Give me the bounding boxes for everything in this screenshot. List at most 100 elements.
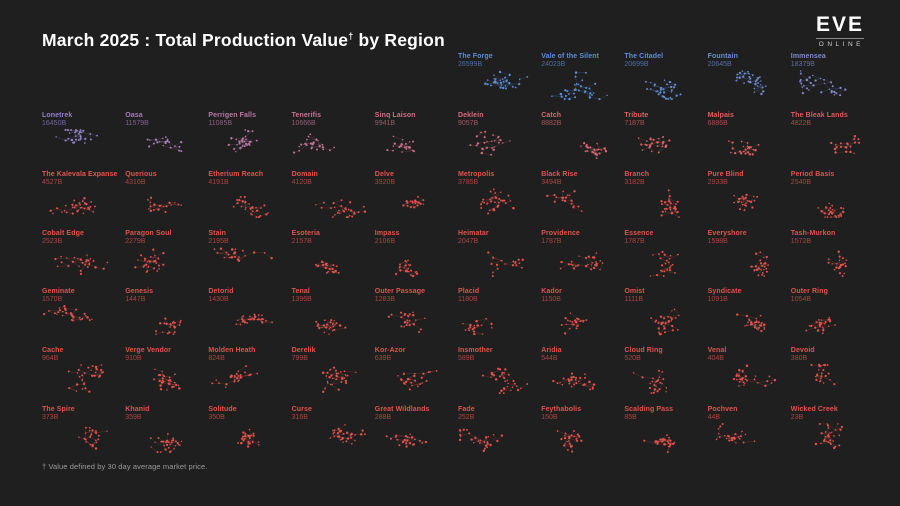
- region-cell: Curse 316B: [284, 403, 367, 462]
- region-value: 16450B: [42, 119, 67, 127]
- region-starmap: [314, 319, 346, 336]
- region-name: Stain: [208, 229, 227, 237]
- region-starmap: [817, 202, 845, 218]
- region-starmap: [387, 312, 426, 334]
- region-value: 1787B: [541, 237, 562, 245]
- region-cell: Kor-Azor 639B: [367, 344, 450, 403]
- region-name: Domain: [291, 170, 318, 178]
- region-cell: The Citadel 20699B: [616, 50, 699, 109]
- title-dagger: †: [348, 31, 354, 42]
- region-value: 2933B: [707, 178, 728, 186]
- footnote: † Value defined by 30 day average market…: [42, 462, 208, 471]
- region-value: 9941B: [374, 119, 396, 127]
- region-starmap: [805, 317, 836, 335]
- region-starmap: [732, 364, 776, 388]
- region-name: Delve: [374, 170, 394, 178]
- region-name: Oasa: [125, 111, 143, 119]
- region-name: Malpais: [707, 111, 734, 119]
- region-name: Tash-Murkon: [790, 229, 836, 237]
- region-starmap: [42, 305, 93, 322]
- region-name: Paragon Soul: [125, 229, 172, 237]
- region-cell: Tenerifis 10666B: [284, 109, 367, 168]
- region-starmap: [396, 370, 438, 391]
- region-name: Feythabolis: [541, 406, 582, 414]
- region-value: 2047B: [457, 237, 479, 245]
- region-cell: Cobalt Edge 2523B: [34, 227, 117, 286]
- region-value: 24023B: [541, 61, 566, 68]
- region-name: Black Rise: [541, 170, 578, 178]
- region-starmap: [49, 196, 96, 215]
- region-starmap: [633, 370, 668, 395]
- region-starmap: [78, 426, 108, 450]
- region-cell: Insmother 589B: [450, 344, 533, 403]
- region-cell: Esoteria 2157B: [284, 227, 367, 286]
- region-starmap: [638, 135, 671, 154]
- region-starmap: [237, 429, 260, 448]
- region-starmap: [314, 198, 366, 218]
- region-value: 3920B: [374, 178, 396, 186]
- region-cell: Domain 4120B: [284, 168, 367, 227]
- region-starmap: [645, 79, 682, 101]
- region-starmap: [559, 251, 604, 270]
- region-name: Cache: [42, 347, 64, 355]
- region-starmap: [329, 424, 366, 445]
- region-name: Vale of the Silent: [541, 53, 600, 60]
- region-name: Verge Vendor: [125, 347, 172, 355]
- region-value: 1598B: [707, 237, 728, 245]
- region-name: Etherium Reach: [208, 170, 264, 178]
- region-value: 7187B: [624, 119, 645, 127]
- region-starmap: [67, 364, 105, 394]
- region-starmap: [385, 433, 427, 448]
- region-cell: Scalding Pass 85B: [616, 403, 699, 462]
- region-starmap: [233, 195, 270, 218]
- region-name: Kor-Azor: [374, 347, 406, 355]
- region-name: Genesis: [125, 288, 154, 296]
- region-value: 23B: [790, 414, 804, 422]
- region-starmap: [134, 248, 165, 273]
- region-value: 9057B: [457, 119, 479, 127]
- region-starmap: [402, 195, 425, 209]
- region-cell: Vale of the Silent 24023B: [533, 50, 616, 109]
- region-cell: Devoid 380B: [783, 344, 866, 403]
- region-name: Catch: [541, 111, 562, 119]
- region-cell: Wicked Creek 23B: [783, 403, 866, 462]
- region-starmap: [552, 372, 596, 391]
- region-cell: The Bleak Lands 4822B: [783, 109, 866, 168]
- region-name: Deklein: [457, 111, 484, 119]
- region-name: Kador: [541, 288, 562, 296]
- region-cell: Querious 4316B: [117, 168, 200, 227]
- region-cell: Etherium Reach 4191B: [200, 168, 283, 227]
- region-name: Tribute: [624, 111, 649, 119]
- region-cell: Molden Heath 824B: [200, 344, 283, 403]
- region-value: 18379B: [790, 61, 815, 68]
- region-cell: Placid 1180B: [450, 285, 533, 344]
- region-cell: Pochven 44B: [700, 403, 783, 462]
- region-value: 3785B: [457, 178, 479, 186]
- region-starmap: [560, 312, 588, 335]
- region-value: 1447B: [125, 296, 146, 304]
- region-starmap: [150, 433, 183, 454]
- region-name: Branch: [624, 170, 650, 178]
- region-value: 4191B: [208, 178, 229, 186]
- region-cell: The Forge 26599B: [450, 50, 533, 109]
- region-value: 589B: [457, 355, 475, 363]
- region-name: Providence: [541, 229, 580, 237]
- eve-logo-text: EVE: [815, 13, 864, 36]
- region-value: 1396B: [291, 296, 312, 304]
- region-starmap: [54, 253, 109, 275]
- region-cell: Delve 3920B: [367, 168, 450, 227]
- region-name: The Bleak Lands: [790, 111, 848, 119]
- region-cell: Providence 1787B: [533, 227, 616, 286]
- region-name: Pure Blind: [707, 170, 744, 178]
- region-starmap: [213, 247, 274, 262]
- region-value: 1054B: [790, 296, 812, 304]
- region-starmap: [314, 260, 340, 274]
- region-value: 10666B: [291, 119, 316, 127]
- region-value: 8882B: [541, 119, 562, 127]
- region-starmap: [385, 135, 415, 153]
- region-cell: Paragon Soul 2279B: [117, 227, 200, 286]
- region-cell: Tribute 7187B: [616, 109, 699, 168]
- region-value: 1572B: [790, 237, 812, 245]
- region-cell: Fade 252B: [450, 403, 533, 462]
- region-starmap: [155, 317, 182, 336]
